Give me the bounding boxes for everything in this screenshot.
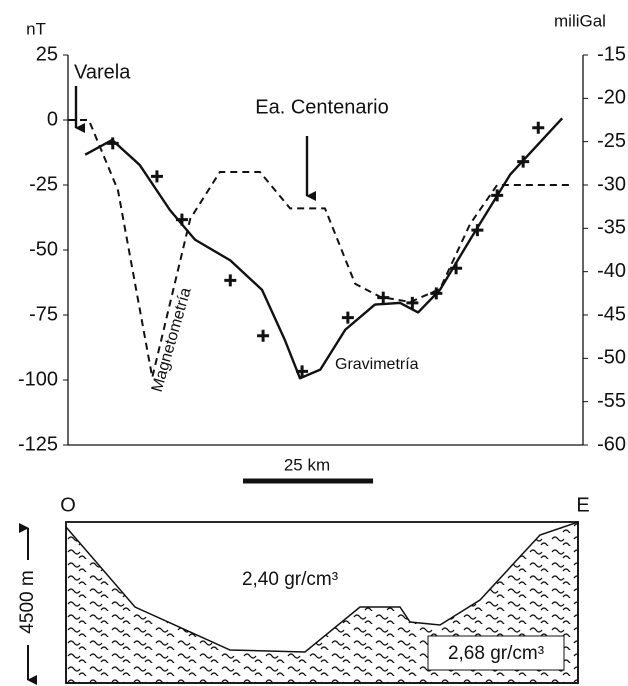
density-label: 2,68 gr/cm³ <box>448 643 544 664</box>
y-tick-label: -50 <box>29 238 58 260</box>
y2-tick-label: -45 <box>597 303 626 325</box>
y-tick-label: 0 <box>47 108 58 130</box>
y2-tick-label: -30 <box>597 173 626 195</box>
data-point <box>106 137 119 150</box>
y2-tick-label: -60 <box>597 433 626 455</box>
y2-tick-label: -50 <box>597 347 626 369</box>
data-point <box>150 170 163 183</box>
series-line <box>84 117 564 380</box>
series-line <box>68 119 570 379</box>
y2-tick-label: -55 <box>597 390 626 412</box>
scale-bar-label: 25 km <box>284 455 330 474</box>
data-point <box>377 291 390 304</box>
data-point <box>406 296 419 309</box>
series-label: Gravimetría <box>335 356 419 373</box>
y2-tick-label: -40 <box>597 260 626 282</box>
y-tick-label: 25 <box>36 43 58 65</box>
data-point <box>224 274 237 287</box>
y2-tick-label: -35 <box>597 217 626 239</box>
data-point <box>341 311 354 324</box>
data-point <box>471 224 484 237</box>
series-label: Magnetometría <box>149 286 195 394</box>
depth-label: 4500 m <box>17 570 38 633</box>
data-point <box>430 287 443 300</box>
section-west-label: O <box>60 494 76 516</box>
section-east-label: E <box>576 494 589 516</box>
density-label: 2,40 gr/cm³ <box>242 569 338 590</box>
data-point <box>257 329 270 342</box>
data-point <box>532 121 545 134</box>
y-tick-label: -100 <box>18 368 58 390</box>
cross-section <box>65 520 579 684</box>
y-tick-label: -125 <box>18 433 58 455</box>
data-point <box>450 262 463 275</box>
y2-axis-label: miliGal <box>554 11 606 30</box>
data-point <box>491 189 504 202</box>
y2-tick-label: -20 <box>597 87 626 109</box>
data-point <box>296 365 309 378</box>
y-axis-label: nT <box>26 19 46 38</box>
y2-tick-label: -15 <box>597 43 626 65</box>
data-point <box>175 213 188 226</box>
y-tick-label: -25 <box>29 173 58 195</box>
annotation: Ea. Centenario <box>255 96 388 118</box>
y2-tick-label: -25 <box>597 130 626 152</box>
data-point <box>517 155 530 168</box>
y-tick-label: -75 <box>29 303 58 325</box>
annotation: Varela <box>74 61 131 83</box>
